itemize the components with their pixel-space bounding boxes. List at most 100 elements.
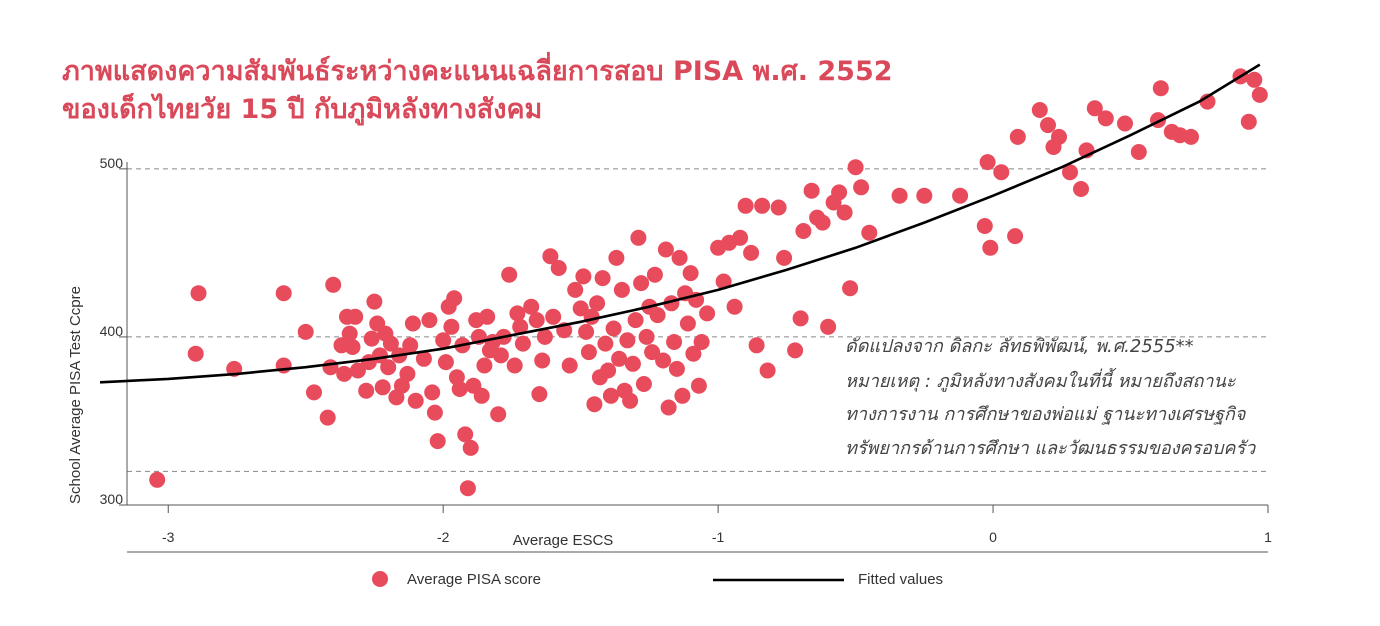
- y-tick-label-2: 500: [100, 155, 124, 171]
- data-point-2: [190, 285, 207, 302]
- data-point-112: [668, 360, 685, 377]
- data-point-96: [622, 392, 639, 409]
- data-point-158: [1031, 102, 1048, 118]
- data-point-83: [586, 396, 603, 413]
- y-axis-label: School Average PISA Test Ccpre: [67, 286, 84, 504]
- data-point-55: [476, 357, 493, 374]
- data-point-72: [542, 248, 559, 265]
- data-point-154: [982, 239, 999, 256]
- data-point-138: [803, 182, 820, 199]
- data-point-37: [424, 384, 441, 401]
- data-point-84: [589, 295, 606, 312]
- data-point-89: [602, 387, 619, 404]
- data-point-104: [644, 344, 661, 361]
- data-point-12: [336, 365, 353, 382]
- legend-label-line: Fitted values: [858, 571, 943, 588]
- data-point-90: [605, 320, 622, 337]
- data-point-64: [509, 305, 526, 322]
- data-point-73: [545, 308, 562, 325]
- data-point-86: [594, 270, 611, 287]
- data-point-100: [633, 275, 650, 292]
- data-point-63: [506, 357, 523, 374]
- data-point-44: [446, 290, 463, 307]
- data-point-7: [306, 384, 322, 401]
- data-point-76: [561, 357, 578, 374]
- data-point-102: [638, 328, 655, 345]
- data-point-0: [149, 471, 166, 488]
- data-point-41: [437, 354, 454, 371]
- data-point-43: [443, 318, 460, 335]
- data-point-56: [479, 308, 496, 325]
- data-point-166: [1097, 110, 1114, 127]
- data-point-167: [1117, 115, 1133, 132]
- data-point-97: [624, 355, 641, 372]
- grid-layer: [127, 168, 1268, 472]
- data-point-121: [693, 334, 710, 350]
- data-point-153: [979, 154, 996, 171]
- data-point-159: [1040, 117, 1056, 134]
- data-point-168: [1130, 144, 1147, 160]
- data-point-155: [993, 164, 1010, 181]
- data-point-15: [344, 339, 361, 355]
- data-point-8: [319, 409, 336, 426]
- data-point-18: [358, 382, 375, 399]
- x-tick-label-0: -3: [162, 529, 175, 545]
- data-point-35: [415, 350, 432, 367]
- data-point-91: [608, 249, 625, 266]
- data-point-16: [347, 308, 364, 325]
- data-point-32: [402, 337, 419, 354]
- data-point-124: [715, 273, 732, 290]
- data-point-140: [814, 214, 831, 231]
- data-point-92: [611, 350, 628, 367]
- data-point-65: [512, 318, 529, 335]
- x-axis-label: Average ESCS: [513, 532, 614, 549]
- data-point-118: [685, 345, 702, 362]
- data-point-148: [861, 224, 878, 241]
- data-point-59: [490, 406, 507, 423]
- data-point-40: [435, 332, 452, 349]
- data-point-74: [550, 260, 567, 276]
- data-point-134: [776, 249, 793, 266]
- data-point-49: [459, 480, 476, 497]
- data-point-50: [462, 439, 479, 456]
- remark-line-2: ทางการงาน การศึกษาของพ่อแม่ ฐานะทางเศรษฐ…: [845, 404, 1247, 425]
- x-tick-label-1: -2: [437, 529, 450, 545]
- data-point-116: [679, 315, 696, 332]
- data-point-144: [836, 204, 853, 221]
- data-point-117: [682, 265, 699, 282]
- data-point-21: [366, 293, 383, 310]
- data-point-146: [847, 159, 864, 176]
- data-point-147: [853, 179, 870, 196]
- data-point-108: [657, 241, 674, 258]
- data-point-62: [501, 266, 518, 283]
- data-point-79: [575, 268, 592, 285]
- data-point-131: [754, 197, 771, 214]
- data-point-133: [770, 199, 787, 216]
- remark-line-3: ทรัพยากรด้านการศึกษา และวัฒนธรรมของครอบค…: [845, 438, 1256, 459]
- data-point-71: [536, 328, 553, 345]
- data-point-106: [649, 307, 666, 324]
- chart-title-line-2: ของเด็กไทยวัย 15 ปี กับภูมิหลังทางสังคม: [62, 91, 542, 126]
- data-point-137: [795, 223, 812, 239]
- data-point-33: [404, 315, 421, 332]
- data-point-141: [820, 318, 837, 335]
- data-point-161: [1051, 128, 1067, 145]
- data-point-60: [492, 347, 509, 364]
- data-point-120: [690, 377, 707, 394]
- data-point-36: [421, 312, 438, 329]
- data-point-27: [382, 335, 399, 352]
- data-point-162: [1062, 164, 1078, 181]
- data-point-20: [363, 330, 380, 347]
- data-point-135: [787, 342, 804, 359]
- data-point-70: [534, 352, 551, 369]
- data-point-81: [580, 344, 597, 361]
- axis-layer: [126, 162, 1268, 553]
- remark-line-1: หมายเหตุ : ภูมิหลังทางสังคมในที่นี้ หมาย…: [845, 367, 1237, 392]
- data-point-165: [1086, 100, 1103, 117]
- data-point-46: [451, 381, 468, 397]
- data-point-87: [597, 335, 614, 352]
- y-tick-label-0: 300: [100, 491, 124, 507]
- data-point-145: [842, 280, 859, 297]
- data-point-105: [646, 266, 663, 283]
- tick-layer: 300 400 500 -3 -2 -1 0 1: [100, 155, 1272, 545]
